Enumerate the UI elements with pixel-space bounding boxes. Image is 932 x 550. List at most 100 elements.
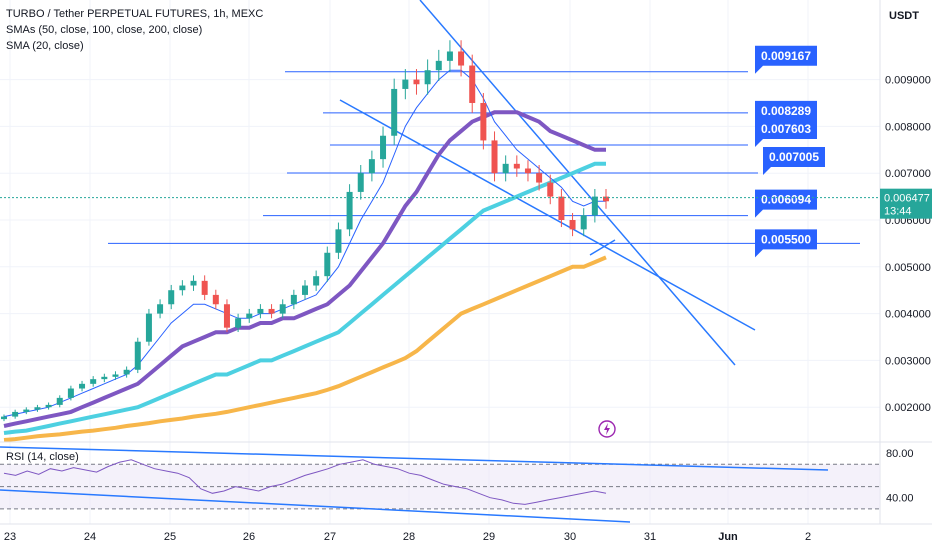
candle-body bbox=[580, 215, 587, 230]
chart-title: TURBO / Tether PERPETUAL FUTURES, 1h, ME… bbox=[6, 8, 264, 20]
candle-body bbox=[524, 168, 531, 174]
x-tick-label: 2 bbox=[805, 531, 811, 543]
candle-body bbox=[413, 79, 420, 85]
candle-body bbox=[547, 182, 554, 197]
candle-body bbox=[380, 135, 387, 160]
candle-body bbox=[279, 304, 286, 314]
y-tick-label: 0.007000 bbox=[885, 168, 931, 180]
candle-body bbox=[368, 159, 375, 174]
x-tick-label: 26 bbox=[243, 531, 255, 543]
candle-body bbox=[257, 308, 264, 314]
candle-body bbox=[491, 140, 498, 174]
rsi-pane: 80.00 40.00 bbox=[0, 441, 932, 523]
candle-body bbox=[335, 229, 342, 253]
sma-100-line bbox=[3, 161, 606, 435]
sma-multi-label: SMAs (50, close, 100, close, 200, close) bbox=[6, 24, 203, 36]
currency-label[interactable]: USDT bbox=[889, 10, 919, 22]
candle-body bbox=[212, 294, 219, 305]
sma-50-line bbox=[3, 110, 606, 428]
candle-body bbox=[157, 304, 164, 314]
candle-body bbox=[179, 285, 186, 291]
candle-body bbox=[391, 88, 398, 136]
candle-body bbox=[67, 388, 74, 398]
candle-body bbox=[324, 252, 331, 277]
x-tick-label: 29 bbox=[483, 531, 495, 543]
chart-legend: TURBO / Tether PERPETUAL FUTURES, 1h, ME… bbox=[6, 6, 263, 54]
candle-body bbox=[246, 313, 253, 319]
candle-body bbox=[223, 304, 230, 328]
time-axis: 23 24 25 26 27 28 29 30 31 Jun 2 bbox=[0, 523, 932, 543]
candle-body bbox=[112, 374, 119, 377]
candle-body bbox=[23, 409, 30, 412]
trendline bbox=[339, 99, 756, 331]
candle-body bbox=[480, 102, 487, 141]
candle-body bbox=[569, 220, 576, 230]
level-label-box bbox=[755, 189, 817, 218]
candle-body bbox=[424, 70, 431, 85]
candle-body bbox=[446, 51, 453, 61]
candles bbox=[1, 40, 609, 422]
candle-body bbox=[45, 404, 52, 408]
candle-body bbox=[536, 173, 543, 183]
candle-body bbox=[558, 196, 565, 220]
level-label: 0.007005 bbox=[769, 150, 819, 164]
x-tick-label: Jun bbox=[718, 531, 738, 543]
x-tick-label: 27 bbox=[324, 531, 336, 543]
candle-body bbox=[190, 280, 197, 286]
level-label-box bbox=[755, 118, 817, 147]
price-axis-bg bbox=[880, 0, 932, 550]
trendline bbox=[589, 239, 616, 256]
candle-body bbox=[302, 285, 308, 295]
y-tick-label: 0.003000 bbox=[885, 355, 931, 367]
lightning-icon[interactable] bbox=[598, 420, 616, 438]
x-tick-label: 28 bbox=[403, 531, 415, 543]
x-tick-label: 24 bbox=[84, 531, 96, 543]
candle-body bbox=[346, 191, 353, 230]
candle-body bbox=[458, 51, 465, 66]
rsi-line bbox=[3, 459, 607, 505]
candle-body bbox=[502, 163, 509, 174]
y-tick-label: 0.008000 bbox=[885, 121, 931, 133]
level-label-box bbox=[755, 229, 817, 258]
candle-body bbox=[12, 411, 19, 417]
candle-body bbox=[123, 369, 130, 375]
candle-body bbox=[201, 280, 208, 295]
level-label: 0.009167 bbox=[761, 49, 811, 63]
level-label-box bbox=[755, 45, 817, 74]
candle-body bbox=[168, 290, 175, 305]
level-label: 0.006094 bbox=[761, 193, 811, 207]
candle-body bbox=[134, 341, 141, 370]
rsi-label: RSI (14, close) bbox=[6, 451, 79, 463]
rsi-band bbox=[0, 464, 880, 509]
candle-body bbox=[79, 383, 86, 389]
rsi-tick-label: 40.00 bbox=[886, 493, 914, 505]
y-tick-label: 0.002000 bbox=[885, 402, 931, 414]
candle-body bbox=[435, 60, 442, 71]
x-tick-label: 25 bbox=[164, 531, 176, 543]
countdown-label: 13:44 bbox=[884, 206, 912, 218]
candle-body bbox=[591, 196, 598, 216]
x-tick-label: 23 bbox=[4, 531, 16, 543]
level-label-box bbox=[755, 100, 817, 129]
rsi-trendline bbox=[0, 489, 631, 523]
last-price-label: 0.006477 bbox=[884, 193, 930, 205]
candle-body bbox=[34, 407, 41, 410]
candle-body bbox=[235, 318, 242, 328]
last-price-tag bbox=[880, 188, 932, 219]
candle-body bbox=[402, 79, 409, 89]
candle-body bbox=[101, 376, 108, 380]
candle-body bbox=[145, 313, 152, 342]
candle-body bbox=[313, 276, 320, 286]
candle-body bbox=[603, 196, 609, 202]
horizontal-levels bbox=[108, 71, 860, 244]
rsi-tick-label: 80.00 bbox=[886, 448, 914, 460]
candle-body bbox=[268, 308, 275, 314]
level-label-box bbox=[763, 146, 825, 175]
candle-body bbox=[56, 397, 63, 405]
rsi-trendline bbox=[0, 446, 829, 471]
y-tick-label: 0.004000 bbox=[885, 309, 931, 321]
y-tick-label: 0.005000 bbox=[885, 262, 931, 274]
level-labels: 0.009167 0.008289 0.007603 0.007005 0.006094… bbox=[755, 45, 825, 258]
